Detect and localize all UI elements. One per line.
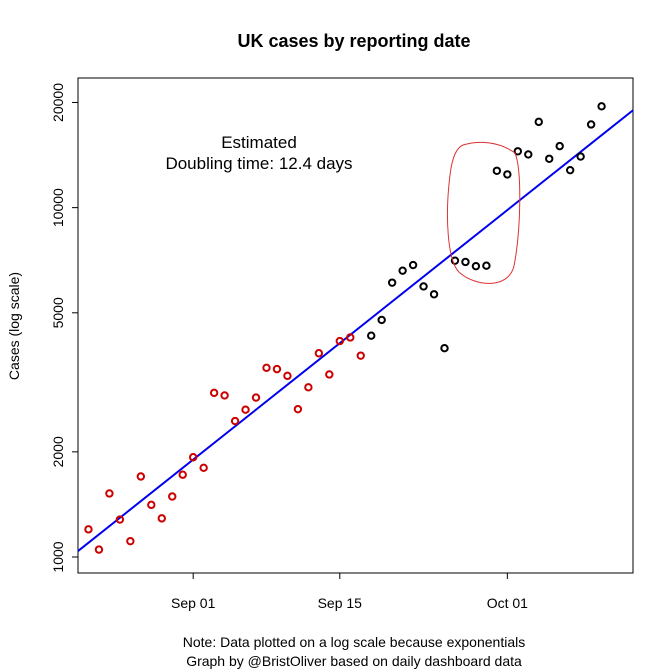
data-point-black (503, 170, 512, 179)
data-point-black (387, 278, 397, 287)
data-point-red (283, 371, 292, 381)
data-point-red (241, 405, 250, 414)
chart-title: UK cases by reporting date (237, 31, 470, 51)
trend-line (77, 109, 634, 552)
data-point-red (356, 351, 365, 360)
data-point-black (367, 331, 376, 340)
data-point-black (398, 266, 407, 275)
data-point-red (262, 363, 271, 373)
data-point-red (251, 393, 261, 402)
data-point-red (346, 333, 355, 342)
x-tick-label: Sep 15 (318, 595, 363, 611)
data-point-black (545, 154, 554, 163)
y-tick-label: 1000 (50, 541, 66, 572)
data-point-black (492, 166, 502, 175)
data-point-red (220, 391, 229, 400)
data-point-red (272, 364, 282, 374)
data-point-black (482, 261, 491, 270)
data-point-red (188, 453, 198, 462)
x-tick-label: Sep 01 (171, 595, 216, 611)
data-point-red (115, 515, 125, 524)
data-point-red (335, 336, 344, 346)
data-point-black (377, 315, 386, 325)
data-points (84, 102, 606, 554)
estimate-label: Estimated (221, 133, 297, 152)
data-point-red (147, 500, 156, 510)
data-point-black (524, 150, 533, 159)
data-point-black (450, 256, 460, 265)
y-axis-label: Cases (log scale) (6, 272, 22, 380)
data-point-red (199, 463, 208, 473)
data-point-black (565, 165, 575, 175)
data-point-black (471, 261, 481, 271)
data-point-red (209, 388, 219, 398)
data-point-red (105, 489, 114, 498)
data-point-red (136, 472, 146, 481)
data-point-black (597, 102, 606, 111)
x-tick-label: Oct 01 (487, 595, 528, 611)
data-point-black (419, 282, 428, 291)
data-point-red (84, 525, 93, 534)
y-tick-label: 2000 (50, 436, 66, 467)
data-point-red (126, 536, 135, 546)
data-point-red (178, 470, 187, 479)
trend-line-group (77, 109, 634, 552)
data-point-black (513, 147, 523, 156)
data-point-black (586, 120, 596, 129)
data-point-black (534, 117, 543, 127)
data-point-black (440, 343, 449, 353)
data-point-red (325, 370, 334, 379)
plot-frame (77, 77, 634, 574)
highlight-circle (447, 141, 521, 284)
x-axis: Sep 01 Sep 15 Oct 01 (171, 573, 528, 611)
data-point-red (293, 404, 303, 414)
data-point-black (576, 152, 585, 161)
footer-credit: Graph by @BristOliver based on daily das… (186, 653, 522, 669)
data-point-red (94, 545, 104, 554)
data-point-black (408, 260, 418, 270)
data-point-red (230, 416, 240, 426)
data-point-red (168, 492, 177, 501)
y-tick-label: 20000 (50, 83, 66, 122)
y-axis: 1000 2000 5000 10000 20000 (50, 83, 78, 573)
footer-note: Note: Data plotted on a log scale becaus… (183, 634, 525, 650)
data-point-black (461, 257, 470, 267)
y-tick-label: 10000 (50, 188, 66, 227)
y-tick-label: 5000 (50, 297, 66, 328)
data-point-black (429, 290, 439, 299)
data-point-red (304, 383, 313, 392)
data-point-red (314, 349, 324, 358)
data-point-black (555, 141, 564, 151)
doubling-time-label: Doubling time: 12.4 days (165, 154, 352, 173)
data-point-red (157, 514, 166, 523)
